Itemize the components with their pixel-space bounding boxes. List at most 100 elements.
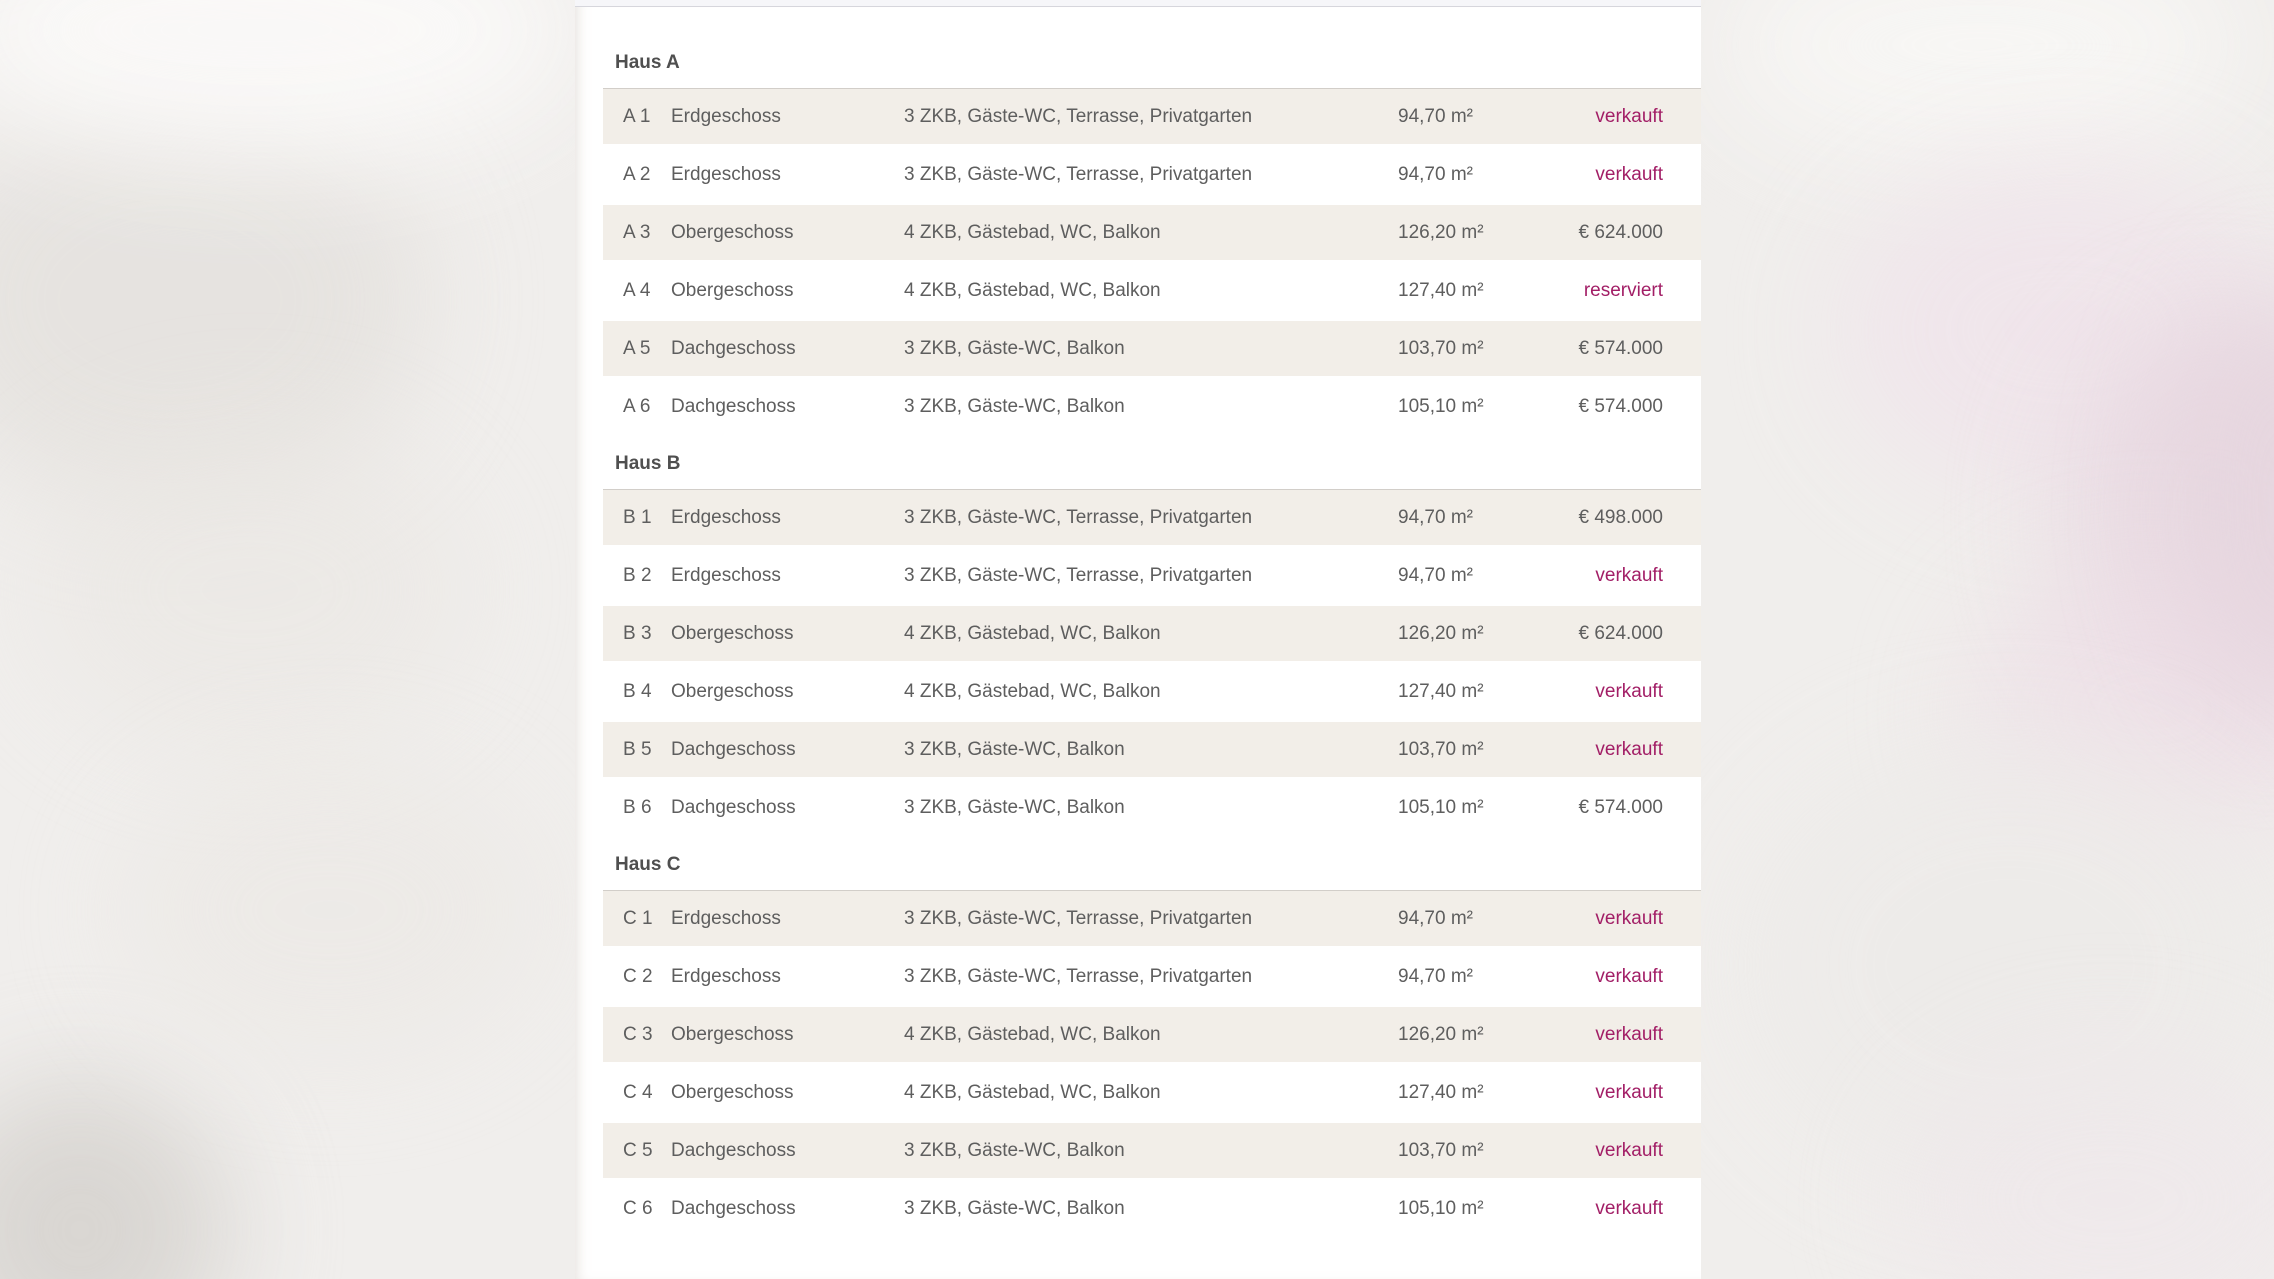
unit-label: A 2 <box>623 163 651 185</box>
floor-label: Erdgeschoss <box>671 105 781 127</box>
house-section: Haus B B 1 Erdgeschoss 3 ZKB, Gäste-WC, … <box>603 452 1701 835</box>
apartment-table: B 1 Erdgeschoss 3 ZKB, Gäste-WC, Terrass… <box>603 489 1701 835</box>
apartment-table: C 1 Erdgeschoss 3 ZKB, Gäste-WC, Terrass… <box>603 890 1701 1236</box>
floor-label: Obergeschoss <box>671 1081 794 1103</box>
features-label: 4 ZKB, Gästebad, WC, Balkon <box>904 622 1161 644</box>
house-title: Haus A <box>615 52 680 73</box>
size-label: 103,70 m² <box>1398 738 1484 760</box>
size-label: 127,40 m² <box>1398 279 1484 301</box>
size-label: 126,20 m² <box>1398 622 1484 644</box>
size-label: 103,70 m² <box>1398 337 1484 359</box>
unit-label: C 1 <box>623 907 653 929</box>
apartment-row: A 5 Dachgeschoss 3 ZKB, Gäste-WC, Balkon… <box>603 321 1701 376</box>
price-or-status-label: € 624.000 <box>1578 622 1663 644</box>
unit-label: A 5 <box>623 337 651 359</box>
apartment-table: A 1 Erdgeschoss 3 ZKB, Gäste-WC, Terrass… <box>603 88 1701 434</box>
price-or-status-label: verkauft <box>1595 564 1663 586</box>
size-label: 126,20 m² <box>1398 1023 1484 1045</box>
floor-label: Dachgeschoss <box>671 796 796 818</box>
price-or-status-label: verkauft <box>1595 738 1663 760</box>
background-blur-blob <box>0 1080 230 1279</box>
apartment-row: B 3 Obergeschoss 4 ZKB, Gästebad, WC, Ba… <box>603 606 1701 661</box>
house-section: Haus C C 1 Erdgeschoss 3 ZKB, Gäste-WC, … <box>603 853 1701 1236</box>
features-label: 3 ZKB, Gäste-WC, Balkon <box>904 738 1125 760</box>
floor-label: Erdgeschoss <box>671 564 781 586</box>
unit-label: B 4 <box>623 680 652 702</box>
floor-label: Obergeschoss <box>671 622 794 644</box>
unit-label: C 3 <box>623 1023 653 1045</box>
features-label: 4 ZKB, Gästebad, WC, Balkon <box>904 1081 1161 1103</box>
floor-label: Dachgeschoss <box>671 738 796 760</box>
unit-label: B 1 <box>623 506 652 528</box>
features-label: 3 ZKB, Gäste-WC, Balkon <box>904 796 1125 818</box>
apartment-row: C 4 Obergeschoss 4 ZKB, Gästebad, WC, Ba… <box>603 1065 1701 1120</box>
unit-label: B 6 <box>623 796 652 818</box>
unit-label: A 1 <box>623 105 651 127</box>
unit-label: A 6 <box>623 395 651 417</box>
size-label: 94,70 m² <box>1398 965 1473 987</box>
price-or-status-label: verkauft <box>1595 1197 1663 1219</box>
apartment-row: A 6 Dachgeschoss 3 ZKB, Gäste-WC, Balkon… <box>603 379 1701 434</box>
size-label: 105,10 m² <box>1398 395 1484 417</box>
price-or-status-label: verkauft <box>1595 163 1663 185</box>
size-label: 103,70 m² <box>1398 1139 1484 1161</box>
unit-label: C 6 <box>623 1197 653 1219</box>
apartment-row: B 5 Dachgeschoss 3 ZKB, Gäste-WC, Balkon… <box>603 722 1701 777</box>
features-label: 3 ZKB, Gäste-WC, Terrasse, Privatgarten <box>904 163 1253 185</box>
size-label: 126,20 m² <box>1398 221 1484 243</box>
features-label: 4 ZKB, Gästebad, WC, Balkon <box>904 1023 1161 1045</box>
unit-label: A 3 <box>623 221 651 243</box>
features-label: 4 ZKB, Gästebad, WC, Balkon <box>904 279 1161 301</box>
price-or-status-label: verkauft <box>1595 1023 1663 1045</box>
floor-label: Erdgeschoss <box>671 907 781 929</box>
features-label: 3 ZKB, Gäste-WC, Terrasse, Privatgarten <box>904 506 1253 528</box>
size-label: 127,40 m² <box>1398 1081 1484 1103</box>
price-or-status-label: € 574.000 <box>1578 395 1663 417</box>
apartment-row: C 6 Dachgeschoss 3 ZKB, Gäste-WC, Balkon… <box>603 1181 1701 1236</box>
unit-label: B 2 <box>623 564 652 586</box>
floor-label: Dachgeschoss <box>671 1197 796 1219</box>
features-label: 3 ZKB, Gäste-WC, Balkon <box>904 395 1125 417</box>
features-label: 3 ZKB, Gäste-WC, Balkon <box>904 337 1125 359</box>
unit-label: B 3 <box>623 622 652 644</box>
price-or-status-label: verkauft <box>1595 907 1663 929</box>
unit-label: C 5 <box>623 1139 653 1161</box>
background-blur-blob <box>120 760 540 1060</box>
background-blur-blob <box>30 430 470 750</box>
features-label: 3 ZKB, Gäste-WC, Balkon <box>904 1139 1125 1161</box>
floor-label: Obergeschoss <box>671 1023 794 1045</box>
price-or-status-label: verkauft <box>1595 965 1663 987</box>
size-label: 94,70 m² <box>1398 105 1473 127</box>
size-label: 94,70 m² <box>1398 163 1473 185</box>
size-label: 94,70 m² <box>1398 907 1473 929</box>
price-or-status-label: reserviert <box>1583 279 1663 301</box>
apartment-row: A 3 Obergeschoss 4 ZKB, Gästebad, WC, Ba… <box>603 205 1701 260</box>
unit-label: C 4 <box>623 1081 653 1103</box>
price-or-status-label: € 624.000 <box>1578 221 1663 243</box>
size-label: 105,10 m² <box>1398 796 1484 818</box>
features-label: 3 ZKB, Gäste-WC, Terrasse, Privatgarten <box>904 907 1253 929</box>
size-label: 105,10 m² <box>1398 1197 1484 1219</box>
apartment-row: B 1 Erdgeschoss 3 ZKB, Gäste-WC, Terrass… <box>603 490 1701 545</box>
price-or-status-label: € 574.000 <box>1578 796 1663 818</box>
features-label: 4 ZKB, Gästebad, WC, Balkon <box>904 680 1161 702</box>
features-label: 4 ZKB, Gästebad, WC, Balkon <box>904 221 1161 243</box>
apartment-row: A 2 Erdgeschoss 3 ZKB, Gäste-WC, Terrass… <box>603 147 1701 202</box>
house-title: Haus B <box>615 453 681 474</box>
house-title: Haus C <box>615 854 681 875</box>
features-label: 3 ZKB, Gäste-WC, Terrasse, Privatgarten <box>904 564 1253 586</box>
floor-label: Erdgeschoss <box>671 965 781 987</box>
floor-label: Dachgeschoss <box>671 395 796 417</box>
features-label: 3 ZKB, Gäste-WC, Terrasse, Privatgarten <box>904 105 1253 127</box>
price-or-status-label: verkauft <box>1595 1139 1663 1161</box>
size-label: 127,40 m² <box>1398 680 1484 702</box>
apartment-row: B 4 Obergeschoss 4 ZKB, Gästebad, WC, Ba… <box>603 664 1701 719</box>
price-or-status-label: € 574.000 <box>1578 337 1663 359</box>
price-or-status-label: verkauft <box>1595 105 1663 127</box>
apartment-row: C 3 Obergeschoss 4 ZKB, Gästebad, WC, Ba… <box>603 1007 1701 1062</box>
floor-label: Obergeschoss <box>671 680 794 702</box>
size-label: 94,70 m² <box>1398 564 1473 586</box>
unit-label: C 2 <box>623 965 653 987</box>
floor-label: Erdgeschoss <box>671 163 781 185</box>
apartment-row: B 2 Erdgeschoss 3 ZKB, Gäste-WC, Terrass… <box>603 548 1701 603</box>
